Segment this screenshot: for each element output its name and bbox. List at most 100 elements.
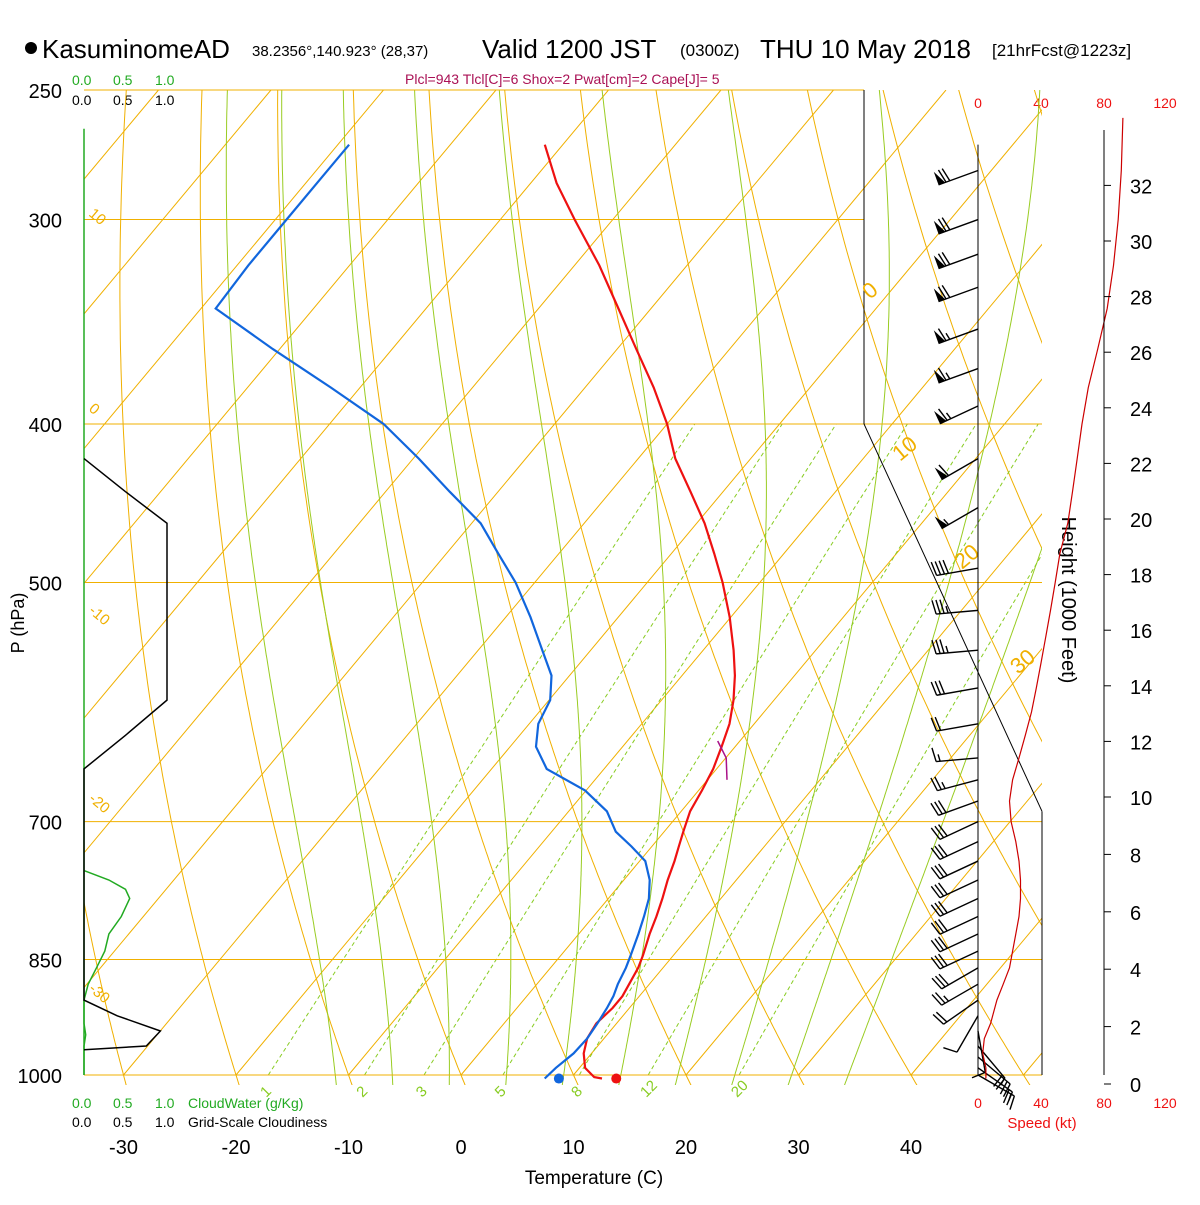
theta-label: -20 (85, 790, 113, 817)
height-tick-label: 30 (1130, 232, 1152, 254)
wind-barb-full (935, 993, 945, 1004)
wind-barb-staff (936, 650, 978, 654)
wind-barb (931, 681, 978, 696)
speed-bottom-tick-1: 40 (1033, 1095, 1049, 1111)
wind-barb-staff (940, 861, 978, 879)
pressure-tick-label: 250 (29, 81, 62, 103)
wind-barb-full (931, 867, 940, 878)
valid-date: THU 10 May 2018 (760, 34, 971, 64)
moist-adiabat-line (282, 61, 393, 1089)
cloudwater-bottom-tick-0: 0.0 (72, 1095, 92, 1111)
wind-barb-staff (940, 842, 978, 860)
profile-layer (216, 145, 735, 1084)
dry-adiabat-line (120, 61, 240, 1089)
dry-adiabat-line (0, 61, 14, 1089)
wind-barb-full (932, 640, 936, 654)
height-tick-label: 32 (1130, 176, 1152, 198)
wind-barb (931, 777, 978, 791)
height-tick-label: 22 (1130, 454, 1152, 476)
wind-barb-staff (939, 801, 978, 815)
theta-label: 0 (85, 400, 102, 418)
pressure-tick-label: 400 (29, 415, 62, 437)
wind-barb-full (939, 901, 948, 912)
wind-barb-full (931, 886, 940, 897)
wind-barb (935, 508, 978, 529)
height-tick-label: 26 (1130, 343, 1152, 365)
pressure-tick-label: 1000 (18, 1066, 63, 1088)
moist-adiabat-line (787, 61, 1041, 1089)
moist-adiabat-line (731, 61, 890, 1089)
wind-barb-half (946, 373, 950, 379)
forecast-label: [21hrFcst@1223z] (992, 41, 1131, 60)
wind-barb-full (935, 885, 944, 896)
cloudiness-bottom-tick-2: 1.0 (155, 1114, 175, 1130)
y-axis-label: P (hPa) (8, 593, 28, 654)
wind-barb-full (935, 846, 944, 857)
mixing-ratio-label: 12 (637, 1077, 661, 1101)
frame-layer (84, 90, 1042, 1075)
wind-barb-full (939, 864, 948, 875)
wind-barb-staff (942, 968, 978, 989)
temperature-tick-label: 20 (675, 1137, 697, 1159)
wind-barb-staff (944, 1000, 978, 1024)
wind-layer (931, 145, 1014, 1110)
temperature-tick-label: -30 (109, 1137, 138, 1159)
speed-top-tick-3: 120 (1153, 95, 1177, 111)
wind-barb-full (935, 956, 944, 967)
speed-top-tick-2: 80 (1096, 95, 1112, 111)
height-tick-label: 12 (1130, 732, 1152, 754)
surface-dewpoint-point (554, 1074, 564, 1084)
mixing-ratio-label: 20 (728, 1077, 752, 1101)
wind-barb (931, 934, 978, 952)
wind-barb-staff (937, 724, 978, 731)
dry-adiabat-line (1026, 61, 1200, 1089)
dry-adiabat-line (577, 61, 919, 1089)
wind-barb-full (939, 883, 948, 894)
wind-barb-staff (942, 459, 978, 480)
temperature-tick-label: 40 (900, 1137, 922, 1159)
wind-barb (934, 285, 978, 301)
height-tick-label: 18 (1130, 566, 1152, 588)
wind-barb-full (936, 640, 940, 654)
pressure-tick-label: 500 (29, 574, 62, 596)
cloudwater-top-tick-2: 1.0 (155, 72, 175, 88)
mixing-ratio-line (648, 424, 1038, 1075)
wind-barb (932, 748, 978, 762)
moist-adiabat-line (226, 61, 336, 1089)
wind-barb (934, 252, 978, 268)
wind-barb-full (939, 919, 948, 930)
cloudwater-line (84, 871, 130, 1075)
wind-barb-staff (936, 610, 978, 614)
wind-barb (931, 898, 978, 916)
height-tick-label: 2 (1130, 1018, 1141, 1040)
dry-adiabat-line (278, 61, 467, 1089)
wind-speed-line (983, 118, 1123, 1079)
wind-barb-half (946, 413, 950, 419)
cloudwater-bottom-tick-1: 0.5 (113, 1095, 133, 1111)
cloudiness-bottom-tick-0: 0.0 (72, 1114, 92, 1130)
wind-barb (931, 880, 978, 898)
speed-bottom-tick-0: 0 (974, 1095, 982, 1111)
theta-label: 10 (85, 205, 109, 229)
height-tick-label: 4 (1130, 960, 1141, 982)
mixing-ratio-label: 2 (353, 1083, 371, 1101)
cloudiness-top-tick-2: 1.0 (155, 92, 175, 108)
isotherm-line (1024, 90, 1200, 1075)
thetae-label: 20 (949, 539, 984, 574)
dry-adiabat-line (200, 61, 353, 1089)
wind-barb-full (939, 845, 948, 856)
wind-barb (932, 639, 978, 653)
wind-barb-half (946, 333, 950, 339)
wind-barb-full (933, 1014, 943, 1024)
frame-diagonal (864, 424, 1042, 811)
wind-barb-full (936, 1012, 946, 1022)
wind-barb-full (939, 974, 949, 985)
wind-barb-staff (940, 916, 978, 934)
height-tick-label: 24 (1130, 399, 1152, 421)
temperature-tick-label: -20 (222, 1137, 251, 1159)
cloudwater-label: CloudWater (g/Kg) (188, 1095, 303, 1111)
wind-barb-full (940, 639, 944, 653)
speed-bottom-tick-3: 120 (1153, 1095, 1177, 1111)
station-bullet-icon (25, 42, 37, 54)
temperature-tick-label: 0 (455, 1137, 466, 1159)
